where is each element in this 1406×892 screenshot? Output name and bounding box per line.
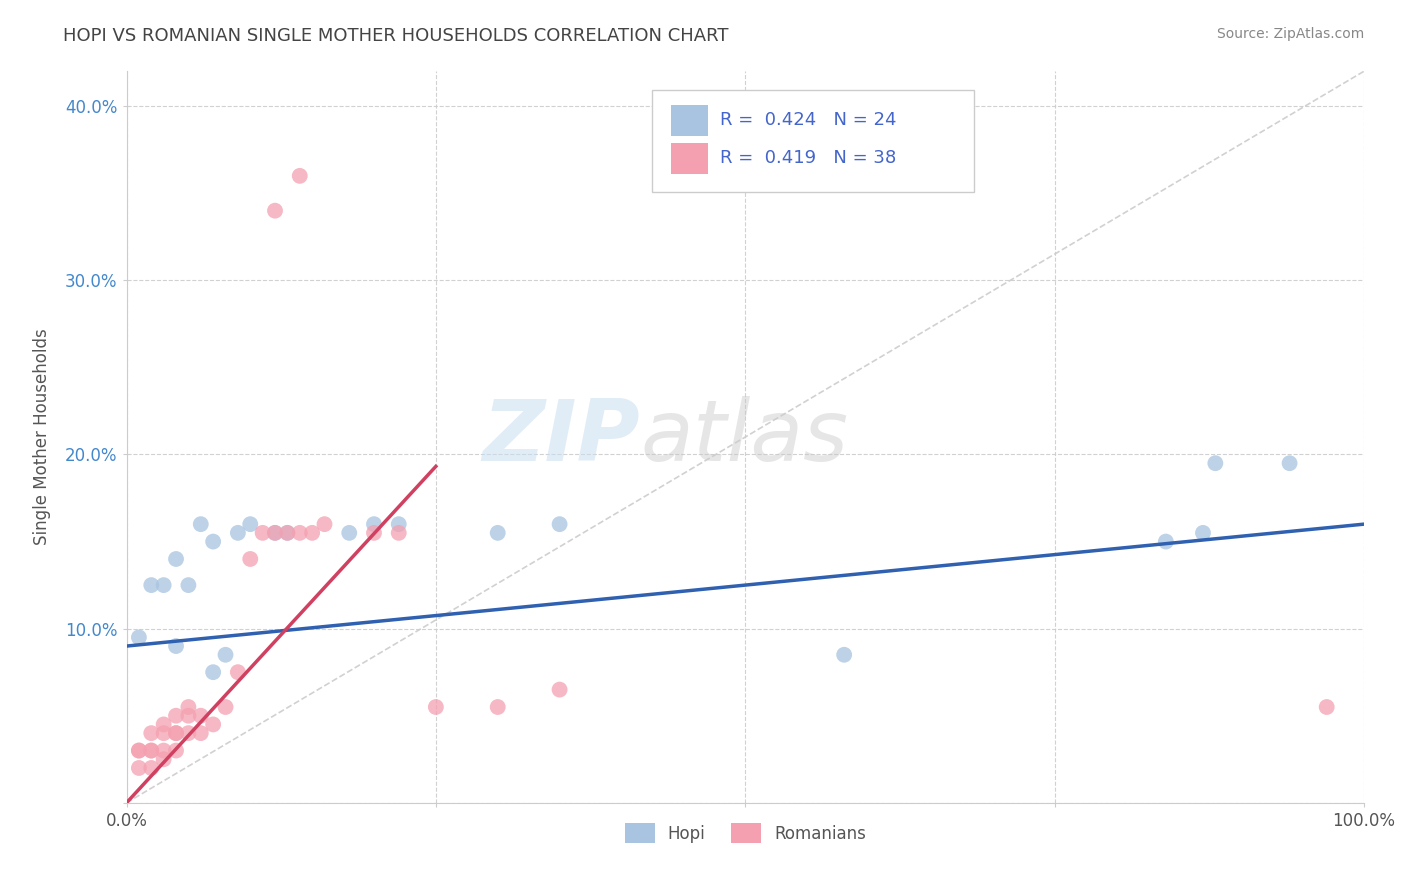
Point <box>152 578 174 592</box>
Point <box>165 708 187 723</box>
Point <box>177 578 200 592</box>
Point <box>214 648 236 662</box>
Point <box>486 700 509 714</box>
Point <box>177 708 200 723</box>
Point <box>141 761 163 775</box>
Point <box>202 665 225 680</box>
Point <box>128 743 150 757</box>
Point <box>388 525 411 540</box>
Point <box>363 517 385 532</box>
Point <box>152 717 174 731</box>
Point <box>288 169 311 183</box>
Point <box>239 552 262 566</box>
Point <box>152 726 174 740</box>
Point <box>276 525 298 540</box>
Point <box>202 717 225 731</box>
Y-axis label: Single Mother Households: Single Mother Households <box>34 329 51 545</box>
Point <box>1316 700 1339 714</box>
FancyBboxPatch shape <box>671 105 709 136</box>
Point <box>486 525 509 540</box>
Point <box>141 578 163 592</box>
Point <box>165 726 187 740</box>
Point <box>128 631 150 645</box>
Point <box>548 517 571 532</box>
Point <box>264 525 287 540</box>
Point <box>165 639 187 653</box>
Point <box>1204 456 1226 470</box>
Point <box>314 517 336 532</box>
Point <box>239 517 262 532</box>
Point <box>177 700 200 714</box>
Point <box>226 665 249 680</box>
Legend: Hopi, Romanians: Hopi, Romanians <box>617 817 873 849</box>
Point <box>288 525 311 540</box>
Point <box>1192 525 1215 540</box>
Point <box>832 648 855 662</box>
Point <box>276 525 298 540</box>
Point <box>177 726 200 740</box>
Point <box>190 708 212 723</box>
Text: R =  0.419   N = 38: R = 0.419 N = 38 <box>720 149 897 168</box>
Point <box>363 525 385 540</box>
Point <box>202 534 225 549</box>
Point <box>226 525 249 540</box>
Point <box>141 743 163 757</box>
Text: R =  0.424   N = 24: R = 0.424 N = 24 <box>720 112 897 129</box>
Point <box>264 525 287 540</box>
Point <box>1154 534 1177 549</box>
Point <box>165 743 187 757</box>
Text: HOPI VS ROMANIAN SINGLE MOTHER HOUSEHOLDS CORRELATION CHART: HOPI VS ROMANIAN SINGLE MOTHER HOUSEHOLD… <box>63 27 728 45</box>
Point <box>252 525 274 540</box>
FancyBboxPatch shape <box>652 90 974 192</box>
Point <box>337 525 360 540</box>
Point <box>548 682 571 697</box>
Point <box>425 700 447 714</box>
Point <box>141 743 163 757</box>
Point <box>141 726 163 740</box>
Point <box>128 743 150 757</box>
Point <box>128 761 150 775</box>
Point <box>190 726 212 740</box>
Text: ZIP: ZIP <box>482 395 640 479</box>
Point <box>165 726 187 740</box>
Point <box>165 552 187 566</box>
Point <box>264 203 287 218</box>
Point <box>214 700 236 714</box>
Text: Source: ZipAtlas.com: Source: ZipAtlas.com <box>1216 27 1364 41</box>
Point <box>152 743 174 757</box>
Text: atlas: atlas <box>640 395 848 479</box>
Point <box>152 752 174 766</box>
Point <box>1278 456 1301 470</box>
Point <box>388 517 411 532</box>
Point <box>301 525 323 540</box>
Point <box>190 517 212 532</box>
FancyBboxPatch shape <box>671 143 709 174</box>
